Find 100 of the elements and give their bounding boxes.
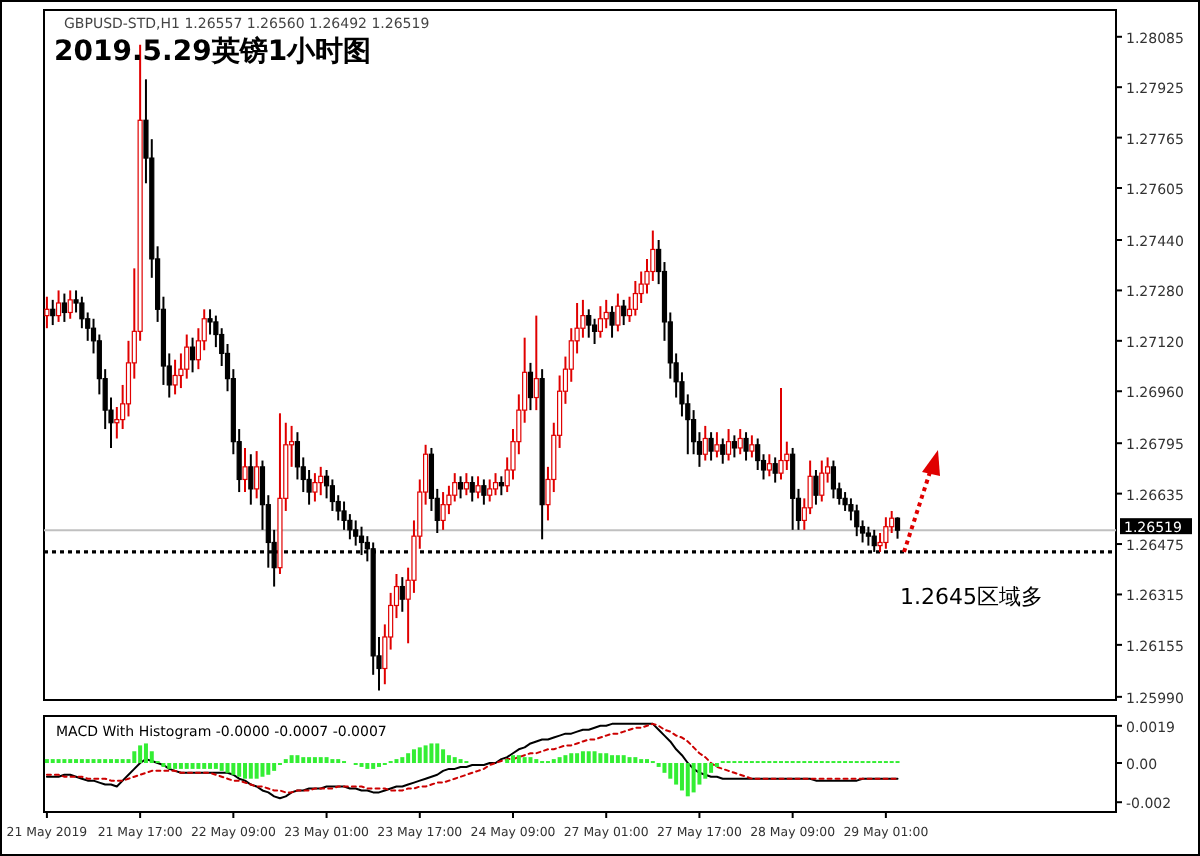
bar	[662, 763, 667, 773]
candlestick	[621, 298, 627, 327]
candlestick	[318, 465, 324, 497]
bar	[452, 757, 457, 764]
bar	[703, 763, 708, 779]
bar	[417, 747, 422, 764]
candlestick	[172, 358, 178, 396]
candlestick	[189, 336, 196, 374]
bar	[173, 763, 178, 769]
bar	[691, 763, 696, 793]
candlestick	[854, 503, 860, 538]
bar	[411, 749, 416, 764]
candlestick	[463, 472, 469, 497]
candlestick	[475, 475, 481, 500]
candlestick	[329, 478, 335, 512]
candlestick	[702, 424, 708, 462]
candlestick	[61, 292, 67, 323]
candlestick	[708, 431, 714, 462]
bar	[213, 763, 218, 769]
candlestick	[603, 298, 609, 330]
candlestick	[830, 459, 837, 500]
candlestick	[248, 453, 254, 506]
bar	[516, 755, 521, 764]
candlestick	[487, 478, 493, 503]
bar	[446, 755, 451, 764]
candlestick	[894, 516, 901, 540]
candlestick	[819, 459, 825, 503]
candlestick	[766, 453, 772, 478]
candlestick	[731, 434, 737, 459]
candlestick	[772, 456, 778, 484]
bar	[196, 763, 201, 769]
candlestick	[353, 519, 359, 547]
bar	[685, 763, 690, 797]
bar	[208, 763, 213, 769]
bar	[400, 757, 405, 764]
candlestick	[714, 431, 720, 459]
bar	[592, 751, 597, 764]
bar	[149, 751, 154, 764]
candlestick	[813, 469, 819, 506]
candlestick	[725, 428, 732, 462]
bar	[580, 751, 585, 764]
candlestick	[50, 298, 56, 327]
candlestick	[615, 292, 621, 333]
candlestick	[492, 472, 499, 497]
bar	[190, 763, 195, 769]
candlestick	[533, 314, 539, 412]
bar	[266, 763, 271, 775]
bar	[679, 763, 684, 791]
bar	[604, 753, 609, 764]
bar	[511, 755, 515, 764]
bar	[295, 755, 300, 764]
candlestick	[591, 317, 598, 345]
candlestick	[341, 500, 347, 531]
candlestick	[743, 431, 749, 462]
bar	[371, 763, 376, 769]
bar	[219, 763, 224, 771]
candlestick	[55, 289, 62, 323]
candlestick	[498, 475, 504, 497]
bar	[610, 755, 615, 764]
candlestick	[312, 472, 318, 503]
bar	[697, 763, 702, 785]
candlestick	[842, 491, 848, 512]
candlestick	[242, 446, 248, 494]
bar	[202, 763, 207, 769]
candlestick	[254, 450, 260, 500]
bar	[365, 763, 370, 769]
bar	[248, 763, 253, 779]
candlestick	[184, 333, 190, 380]
bar	[569, 753, 574, 764]
bar	[627, 757, 632, 764]
candlestick	[67, 289, 73, 320]
bar	[260, 763, 265, 777]
bar	[184, 763, 189, 769]
candlestick	[720, 437, 726, 465]
bar	[167, 763, 172, 769]
bar	[674, 763, 679, 785]
bar	[312, 757, 317, 764]
bar	[225, 763, 230, 773]
candlestick	[469, 475, 475, 503]
bar	[429, 743, 434, 764]
candlestick	[883, 516, 889, 550]
bar	[138, 745, 143, 764]
bar	[615, 755, 620, 764]
annotation: 1.2645区域多	[900, 584, 1043, 610]
candlestick	[865, 525, 871, 547]
bar	[441, 749, 446, 764]
bar	[301, 757, 306, 764]
candlestick	[632, 279, 638, 317]
bar	[435, 743, 440, 764]
candlestick	[481, 478, 487, 506]
bar	[668, 763, 673, 779]
bar	[406, 753, 411, 764]
bar	[633, 757, 638, 764]
bar	[423, 745, 428, 764]
bar	[557, 757, 562, 764]
bar	[178, 763, 183, 769]
bar	[289, 755, 294, 764]
candlestick	[527, 361, 534, 412]
candlestick	[778, 387, 784, 481]
bar	[563, 755, 568, 764]
